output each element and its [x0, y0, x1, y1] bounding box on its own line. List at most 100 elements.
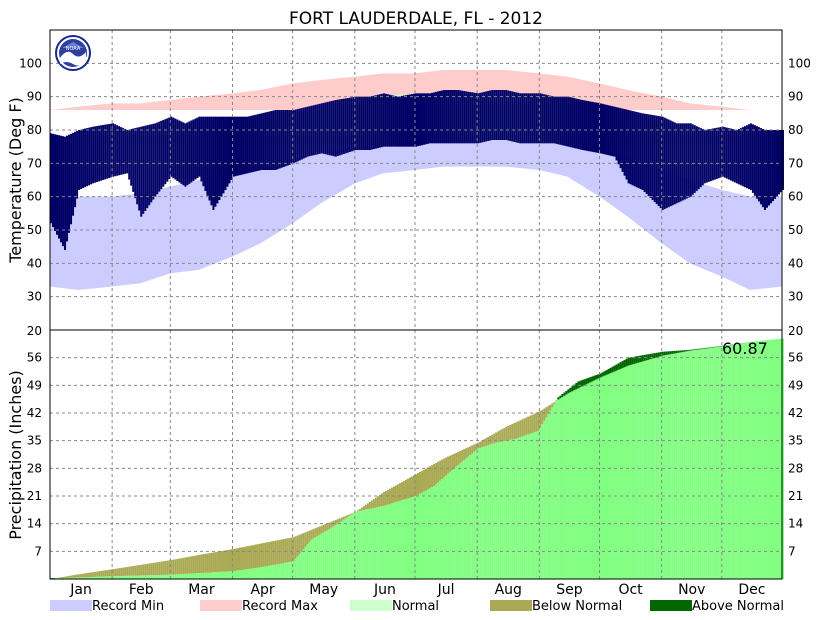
precip-observed-bar — [318, 534, 321, 579]
observed-temp-bar — [392, 95, 395, 147]
precip-below-normal-bar — [124, 567, 127, 576]
precip-observed-bar — [419, 493, 422, 579]
observed-temp-bar — [515, 92, 518, 143]
precip-observed-bar — [126, 575, 129, 579]
precip-observed-bar — [629, 364, 632, 579]
precip-below-normal-bar — [455, 452, 458, 467]
observed-temp-bar — [757, 127, 760, 202]
precip-above-normal-bar — [635, 356, 638, 364]
observed-temp-bar — [80, 129, 83, 190]
precip-below-normal-bar — [74, 574, 77, 578]
precip-observed-bar — [206, 572, 209, 579]
observed-temp-bar — [358, 96, 361, 150]
precip-observed-bar — [138, 575, 141, 579]
observed-temp-bar — [425, 93, 428, 145]
observed-temp-bar — [483, 91, 486, 142]
precip-observed-bar — [665, 354, 668, 579]
observed-temp-bar — [477, 93, 480, 144]
observed-temp-bar — [78, 130, 81, 190]
precip-observed-bar — [597, 378, 600, 579]
precip-observed-bar — [82, 577, 85, 579]
observed-temp-bar — [126, 130, 129, 174]
observed-temp-bar — [414, 93, 417, 147]
observed-temp-bar — [739, 128, 742, 186]
precip-below-normal-bar — [513, 423, 516, 440]
precip-below-normal-bar — [338, 518, 341, 523]
precip-below-normal-bar — [344, 515, 347, 519]
observed-temp-bar — [719, 127, 722, 178]
precip-observed-bar — [671, 353, 674, 579]
precip-above-normal-bar — [597, 374, 600, 379]
precip-below-normal-bar — [545, 407, 548, 418]
observed-temp-bar — [308, 106, 311, 157]
precip-observed-bar — [443, 477, 446, 579]
precip-below-normal-bar — [386, 489, 389, 505]
precip-observed-bar — [605, 374, 608, 579]
precip-observed-bar — [613, 371, 616, 579]
observed-temp-bar — [148, 124, 151, 206]
precip-observed-bar — [142, 575, 145, 579]
precip-above-normal-bar — [567, 389, 570, 394]
observed-temp-bar — [154, 123, 157, 197]
observed-temp-bar — [336, 99, 339, 156]
precip-observed-bar — [531, 432, 534, 579]
precip-above-normal-bar — [581, 379, 584, 387]
precip-observed-bar — [348, 515, 351, 579]
observed-temp-bar — [447, 90, 450, 144]
observed-temp-bar — [364, 96, 367, 150]
observed-temp-bar — [144, 125, 147, 211]
precipitation-tick-right: 42 — [788, 406, 803, 420]
precip-below-normal-bar — [276, 540, 279, 565]
observed-temp-bar — [485, 91, 488, 142]
precip-observed-bar — [719, 346, 722, 579]
precip-observed-bar — [124, 575, 127, 579]
precip-below-normal-bar — [326, 523, 329, 530]
observed-temp-bar — [773, 130, 776, 199]
precip-above-normal-bar — [625, 358, 628, 367]
precip-below-normal-bar — [404, 479, 407, 500]
observed-temp-bar — [581, 100, 584, 150]
noaa-logo-text: NOAA — [66, 46, 81, 52]
observed-temp-bar — [260, 113, 263, 170]
precip-below-normal-bar — [328, 522, 331, 529]
precip-observed-bar — [589, 382, 592, 579]
precip-observed-bar — [212, 572, 215, 579]
precip-observed-bar — [527, 434, 530, 579]
precip-observed-bar — [755, 341, 758, 579]
precip-below-normal-bar — [260, 543, 263, 568]
precipitation-tick-left: 21 — [27, 489, 42, 503]
precip-below-normal-bar — [188, 556, 191, 574]
precip-observed-bar — [342, 519, 345, 579]
observed-temp-bar — [152, 123, 155, 200]
precip-observed-bar — [641, 361, 644, 579]
precip-observed-bar — [384, 505, 387, 579]
precip-observed-bar — [176, 574, 179, 579]
precip-observed-bar — [661, 355, 664, 579]
observed-temp-bar — [579, 99, 582, 150]
observed-temp-bar — [517, 92, 520, 143]
observed-temp-bar — [519, 93, 522, 144]
precip-below-normal-bar — [388, 488, 391, 505]
observed-temp-bar — [527, 93, 530, 144]
precip-below-normal-bar — [493, 433, 496, 444]
precip-observed-bar — [148, 575, 151, 579]
observed-temp-bar — [687, 123, 690, 198]
precip-below-normal-bar — [449, 455, 452, 472]
precip-observed-bar — [374, 507, 377, 579]
precip-below-normal-bar — [521, 419, 524, 437]
precip-above-normal-bar — [707, 347, 710, 349]
precip-observed-bar — [457, 465, 460, 579]
month-label: Mar — [188, 582, 215, 598]
observed-temp-bar — [334, 100, 337, 157]
precip-above-normal-bar — [667, 351, 670, 355]
precip-below-normal-bar — [246, 546, 249, 570]
observed-temp-bar — [753, 125, 756, 196]
observed-temp-bar — [74, 131, 77, 208]
precip-below-normal-bar — [340, 517, 343, 522]
precip-above-normal-bar — [601, 372, 604, 377]
precip-below-normal-bar — [509, 424, 512, 440]
precip-observed-bar — [288, 561, 291, 579]
precipitation-tick-right: 21 — [788, 489, 803, 503]
observed-temp-bar — [192, 119, 195, 181]
precip-observed-bar — [571, 391, 574, 579]
